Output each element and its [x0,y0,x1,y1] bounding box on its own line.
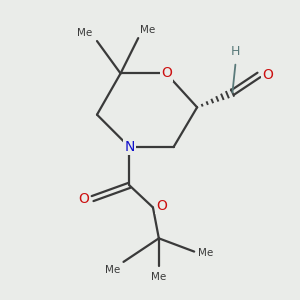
Text: Me: Me [198,248,213,258]
Text: O: O [262,68,273,82]
Text: H: H [231,45,240,58]
Text: N: N [124,140,135,154]
Text: Me: Me [105,266,120,275]
Text: Me: Me [140,25,155,34]
Text: O: O [161,66,172,80]
Text: O: O [156,199,167,213]
Text: Me: Me [77,28,93,38]
Text: Me: Me [151,272,166,282]
Text: O: O [78,192,89,206]
